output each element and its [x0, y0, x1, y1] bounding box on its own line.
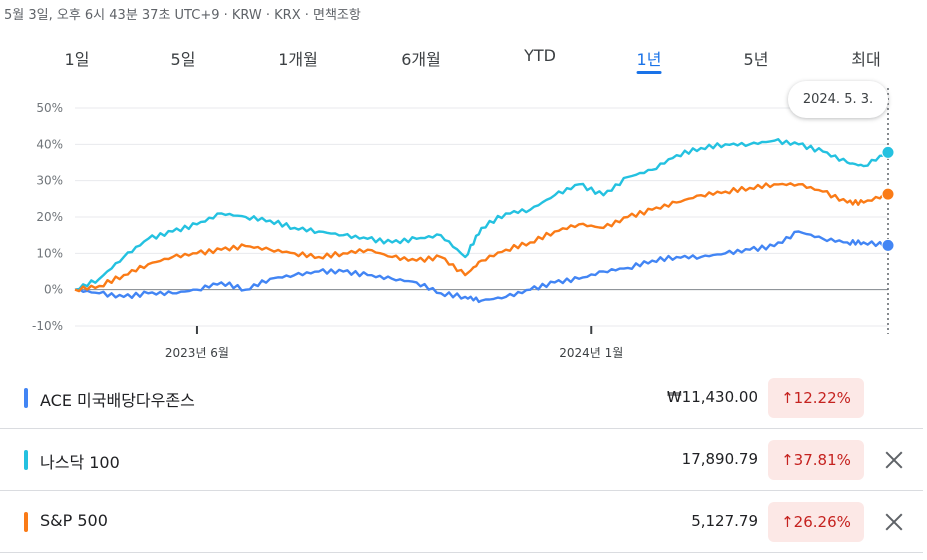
tab-1m[interactable]: 1개월 [278, 50, 318, 69]
y-tick-label: 20% [36, 210, 63, 224]
legend-row-sp500[interactable]: S&P 500 5,127.79 ↑26.26% [0, 492, 923, 553]
series-name: ACE 미국배당다우존스 [40, 391, 195, 410]
close-icon[interactable] [880, 508, 908, 536]
series-end-point [881, 238, 895, 252]
legend-row-nasdaq[interactable]: 나스닥 100 17,890.79 ↑37.81% [0, 430, 923, 491]
series-line [74, 138, 889, 291]
series-name: S&P 500 [40, 511, 108, 530]
series-price: ₩11,430.00 [666, 388, 758, 406]
change-badge: ↑26.26% [768, 502, 864, 542]
legend-row-ace[interactable]: ACE 미국배당다우존스 ₩11,430.00 ↑12.22% [0, 368, 923, 429]
series-price: 5,127.79 [691, 512, 758, 530]
series-color-bar [24, 512, 28, 532]
series-end-point [881, 145, 895, 159]
y-tick-label: -10% [32, 319, 63, 333]
y-tick-label: 0% [44, 283, 63, 297]
x-tick-label: 2024년 1월 [559, 346, 623, 360]
change-badge: ↑12.22% [768, 378, 864, 418]
series-line [74, 182, 889, 293]
series-price: 17,890.79 [681, 450, 758, 468]
y-tick-label: 50% [36, 101, 63, 115]
tab-6m[interactable]: 6개월 [401, 50, 441, 69]
range-tabs: 1일 5일 1개월 6개월 YTD 1년 5년 최대 [0, 42, 927, 76]
series-end-point [881, 187, 895, 201]
tab-1d[interactable]: 1일 [64, 50, 90, 69]
date-tooltip: 2024. 5. 3. [788, 81, 888, 118]
series-name: 나스닥 100 [40, 453, 120, 472]
close-icon[interactable] [880, 446, 908, 474]
tab-5d[interactable]: 5일 [170, 50, 196, 69]
y-tick-label: 40% [36, 137, 63, 151]
x-tick-label: 2023년 6월 [165, 346, 229, 360]
y-tick-label: 10% [36, 246, 63, 260]
tab-1y[interactable]: 1년 [636, 42, 661, 76]
series-line [74, 230, 889, 304]
series-color-bar [24, 388, 28, 408]
tab-max[interactable]: 최대 [851, 50, 881, 69]
y-tick-label: 30% [36, 174, 63, 188]
tab-5y[interactable]: 5년 [743, 50, 769, 69]
comparison-chart[interactable]: 50% 40% 30% 20% 10% 0% -10% 2023년 6월 2024년 1월 [0, 82, 927, 367]
tab-ytd[interactable]: YTD [524, 46, 556, 65]
series-color-bar [24, 450, 28, 470]
change-badge: ↑37.81% [768, 440, 864, 480]
market-info-text: 5월 3일, 오후 6시 43분 37초 UTC+9 · KRW · KRX ·… [4, 8, 361, 23]
